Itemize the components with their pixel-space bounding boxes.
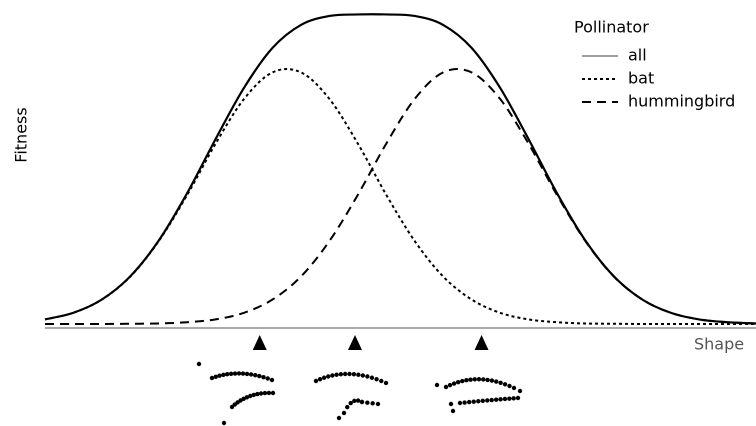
shape-dot xyxy=(490,398,494,402)
shape-dot xyxy=(503,397,507,401)
shape-dot xyxy=(214,375,218,379)
shape-dot xyxy=(481,377,485,381)
shape-dot xyxy=(221,373,225,377)
shape-dot xyxy=(511,396,515,400)
legend-label: hummingbird xyxy=(628,92,735,111)
x-axis-label: Shape xyxy=(694,335,744,354)
shape-dot xyxy=(512,386,516,390)
shape-marker xyxy=(253,335,267,350)
shape-dot xyxy=(498,381,502,385)
shape-dot xyxy=(345,405,349,409)
shape-dot xyxy=(462,400,466,404)
shape-dot xyxy=(516,396,520,400)
shape-dot xyxy=(360,400,364,404)
shape-dot xyxy=(494,397,498,401)
y-axis-label: Fitness xyxy=(12,107,31,162)
shape-illustrations xyxy=(197,362,522,425)
shape-dot xyxy=(352,372,356,376)
shape-dot xyxy=(473,377,477,381)
shape-dot xyxy=(245,372,249,376)
shape-dot xyxy=(370,376,374,380)
shape-dot xyxy=(481,399,485,403)
shape-dot xyxy=(356,398,360,402)
shape-dot xyxy=(485,398,489,402)
shape-dot xyxy=(356,373,360,377)
shape-dot xyxy=(472,399,476,403)
shape-dot xyxy=(518,389,522,393)
shape-dot xyxy=(444,385,448,389)
shape-dot xyxy=(494,379,498,383)
shape-dot xyxy=(498,397,502,401)
shape-dot xyxy=(448,383,452,387)
shape-dot xyxy=(237,371,241,375)
shape-dot xyxy=(435,383,439,387)
shape-dot xyxy=(249,372,253,376)
shape-dot xyxy=(314,379,318,383)
shape-marker xyxy=(348,335,362,350)
shape-dot xyxy=(225,372,229,376)
shape-dot xyxy=(384,381,388,385)
legend-label: all xyxy=(628,46,647,65)
shape-dot xyxy=(361,373,365,377)
shape-dot xyxy=(477,377,481,381)
shape-dot xyxy=(379,379,383,383)
shape-dot xyxy=(266,376,270,380)
shape-dot xyxy=(352,399,356,403)
shape-dot xyxy=(476,399,480,403)
shape-dot xyxy=(267,391,271,395)
shape-dot xyxy=(467,400,471,404)
legend-title: Pollinator xyxy=(574,18,649,37)
shape-dot xyxy=(464,378,468,382)
shape-dot xyxy=(365,374,369,378)
shape-dot xyxy=(365,400,369,404)
shape-marker xyxy=(475,335,489,350)
shape-dot xyxy=(342,411,346,415)
shape-dot xyxy=(318,377,322,381)
shape-dot xyxy=(343,372,347,376)
legend-label: bat xyxy=(628,69,654,88)
shape-dot xyxy=(507,384,511,388)
chart: Fitness Shape Pollinator all bat hummingbi… xyxy=(0,0,756,426)
shape-dot xyxy=(376,402,380,406)
shape-dot xyxy=(257,374,261,378)
shape-dot xyxy=(241,371,245,375)
shape-dot xyxy=(271,391,275,395)
shape-dot xyxy=(507,396,511,400)
shape-dot xyxy=(222,421,226,425)
shape-dot xyxy=(370,401,374,405)
shape-dot xyxy=(330,373,334,377)
shape-dot xyxy=(210,376,214,380)
shape-dot xyxy=(253,373,257,377)
shape-dot xyxy=(485,378,489,382)
shape-dot xyxy=(233,371,237,375)
shape-dot xyxy=(217,374,221,378)
shape-dot xyxy=(229,372,233,376)
shape-dot xyxy=(197,362,201,366)
shape-dot xyxy=(451,409,455,413)
shape-dot xyxy=(347,372,351,376)
line-solid xyxy=(45,14,756,323)
shape-dot xyxy=(261,375,265,379)
shape-dot xyxy=(326,374,330,378)
shape-dot xyxy=(503,382,507,386)
shape-dot xyxy=(449,402,453,406)
shape-dot xyxy=(263,391,267,395)
shape-dot xyxy=(460,379,464,383)
shape-dot xyxy=(334,373,338,377)
shape-dot xyxy=(259,391,263,395)
shape-dot xyxy=(458,401,462,405)
shape-dot xyxy=(468,377,472,381)
shape-dot xyxy=(270,378,274,382)
shape-dot xyxy=(337,416,341,420)
shape-dot xyxy=(255,392,259,396)
shape-dot xyxy=(322,376,326,380)
shape-dot xyxy=(339,372,343,376)
shape-dot xyxy=(452,381,456,385)
shape-dot xyxy=(374,377,378,381)
shape-dot xyxy=(490,378,494,382)
shape-dot xyxy=(456,380,460,384)
